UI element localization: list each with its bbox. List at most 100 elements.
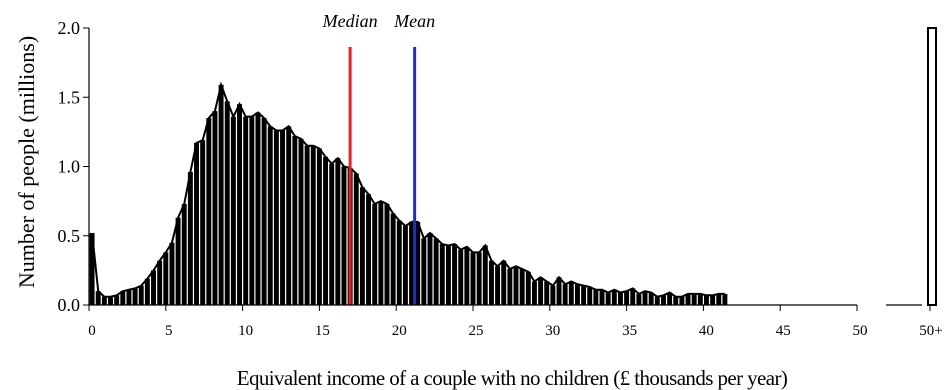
histogram-bar [562, 284, 568, 305]
histogram-bar [341, 166, 347, 305]
histogram-bar [384, 203, 390, 305]
histogram-bar [329, 163, 335, 305]
histogram-bar [452, 244, 458, 305]
histogram-bar [568, 281, 574, 305]
histogram-bar [372, 203, 378, 305]
histogram-bar [120, 291, 126, 305]
histogram-bar [458, 249, 464, 305]
histogram-bar [507, 268, 513, 305]
x-tick-label: 20 [392, 323, 407, 339]
histogram-bar [280, 130, 286, 305]
marker-lines: Median Mean [322, 11, 435, 305]
histogram-bar [697, 293, 703, 305]
histogram-bar [654, 296, 660, 305]
x-tick-label: 40 [699, 323, 714, 339]
histogram-bar [685, 293, 691, 305]
histogram-bar [550, 285, 556, 305]
histogram-bar [230, 116, 236, 305]
y-tick-label: 1.5 [58, 87, 81, 107]
histogram-bar [525, 271, 531, 305]
histogram-bar [470, 252, 476, 305]
y-tick-label: 0.0 [58, 295, 81, 315]
histogram-bar [402, 226, 408, 305]
histogram-bar [519, 268, 525, 305]
histogram-bar [464, 246, 470, 305]
histogram-bar [482, 245, 488, 305]
histogram-bar [157, 260, 163, 305]
histogram-bar [648, 292, 654, 305]
x-tick-label: 30 [545, 323, 560, 339]
y-tick-label: 1.0 [58, 157, 81, 177]
histogram-bar [273, 130, 279, 305]
x-tick-label: 35 [622, 323, 637, 339]
histogram-bar [722, 293, 728, 305]
histogram-bar [624, 291, 630, 305]
histogram-bar [378, 201, 384, 305]
histogram-bar [673, 296, 679, 305]
x-tick-label: 5 [165, 323, 173, 339]
histogram-bar [421, 238, 427, 305]
histogram-bar [531, 281, 537, 305]
overflow-bar [927, 27, 937, 306]
histogram-bar [175, 217, 181, 305]
histogram-bar [89, 232, 95, 305]
histogram-bar [169, 242, 175, 305]
histogram-bar [593, 289, 599, 305]
histogram-bar [642, 291, 648, 305]
histogram-bar [716, 293, 722, 305]
histogram-bar [286, 126, 292, 306]
histogram-bar [679, 296, 685, 305]
histogram-bar [243, 116, 249, 305]
histogram-bar [114, 295, 120, 305]
histogram-bar [298, 138, 304, 305]
histogram-bar [574, 284, 580, 305]
histogram-bar [587, 286, 593, 305]
histogram-bar [267, 126, 273, 306]
histogram-bar [581, 285, 587, 305]
y-axis-title: Number of people (millions) [14, 36, 39, 288]
histogram-bar [488, 260, 494, 305]
histogram-bar [366, 194, 372, 305]
histogram-bar [237, 104, 242, 305]
histogram-bar [304, 145, 310, 305]
mean-label: Mean [393, 11, 435, 31]
histogram-bar [409, 221, 415, 305]
x-tick-label: 50 [853, 323, 868, 339]
y-tick-label: 0.5 [58, 226, 81, 246]
histogram-bar [710, 295, 716, 305]
histogram-bar [667, 292, 673, 305]
x-tick-label: 0 [88, 323, 96, 339]
histogram-bar [316, 148, 322, 305]
histogram-bar [439, 244, 445, 305]
histogram-bar [212, 111, 218, 305]
histogram-bar [200, 140, 206, 305]
axis-labels: Number of people (millions) Equivalent i… [14, 36, 788, 390]
histogram-bar [261, 118, 267, 306]
histogram-bar [194, 142, 199, 305]
histogram-bar [181, 203, 187, 305]
histogram-bar [599, 289, 605, 305]
histogram-bar [323, 156, 329, 305]
histogram-bar [476, 252, 482, 305]
histogram-bar [151, 270, 156, 305]
histogram-bar [187, 172, 193, 305]
histogram-bar [427, 232, 433, 305]
histogram-bar [292, 136, 298, 305]
histogram-bar [415, 221, 421, 305]
histogram-bar [605, 292, 611, 305]
histogram-bar [359, 187, 365, 305]
histogram-bar [660, 295, 666, 305]
histogram-bar [390, 213, 396, 305]
histogram-bar [538, 277, 544, 305]
axes: 0.0 0.5 1.0 1.5 2.0 0 5 10 15 20 25 30 35 40 45 50 [58, 18, 868, 339]
histogram-bar [163, 252, 169, 305]
histogram-bar [108, 296, 113, 305]
histogram-outline [91, 81, 725, 298]
histogram-bar [501, 260, 507, 305]
median-label: Median [322, 11, 378, 31]
histogram-bar [132, 288, 138, 305]
histogram-bar [255, 112, 261, 305]
histogram-bar [249, 116, 255, 305]
histogram-bar [704, 295, 709, 305]
histogram-bar [495, 266, 501, 305]
